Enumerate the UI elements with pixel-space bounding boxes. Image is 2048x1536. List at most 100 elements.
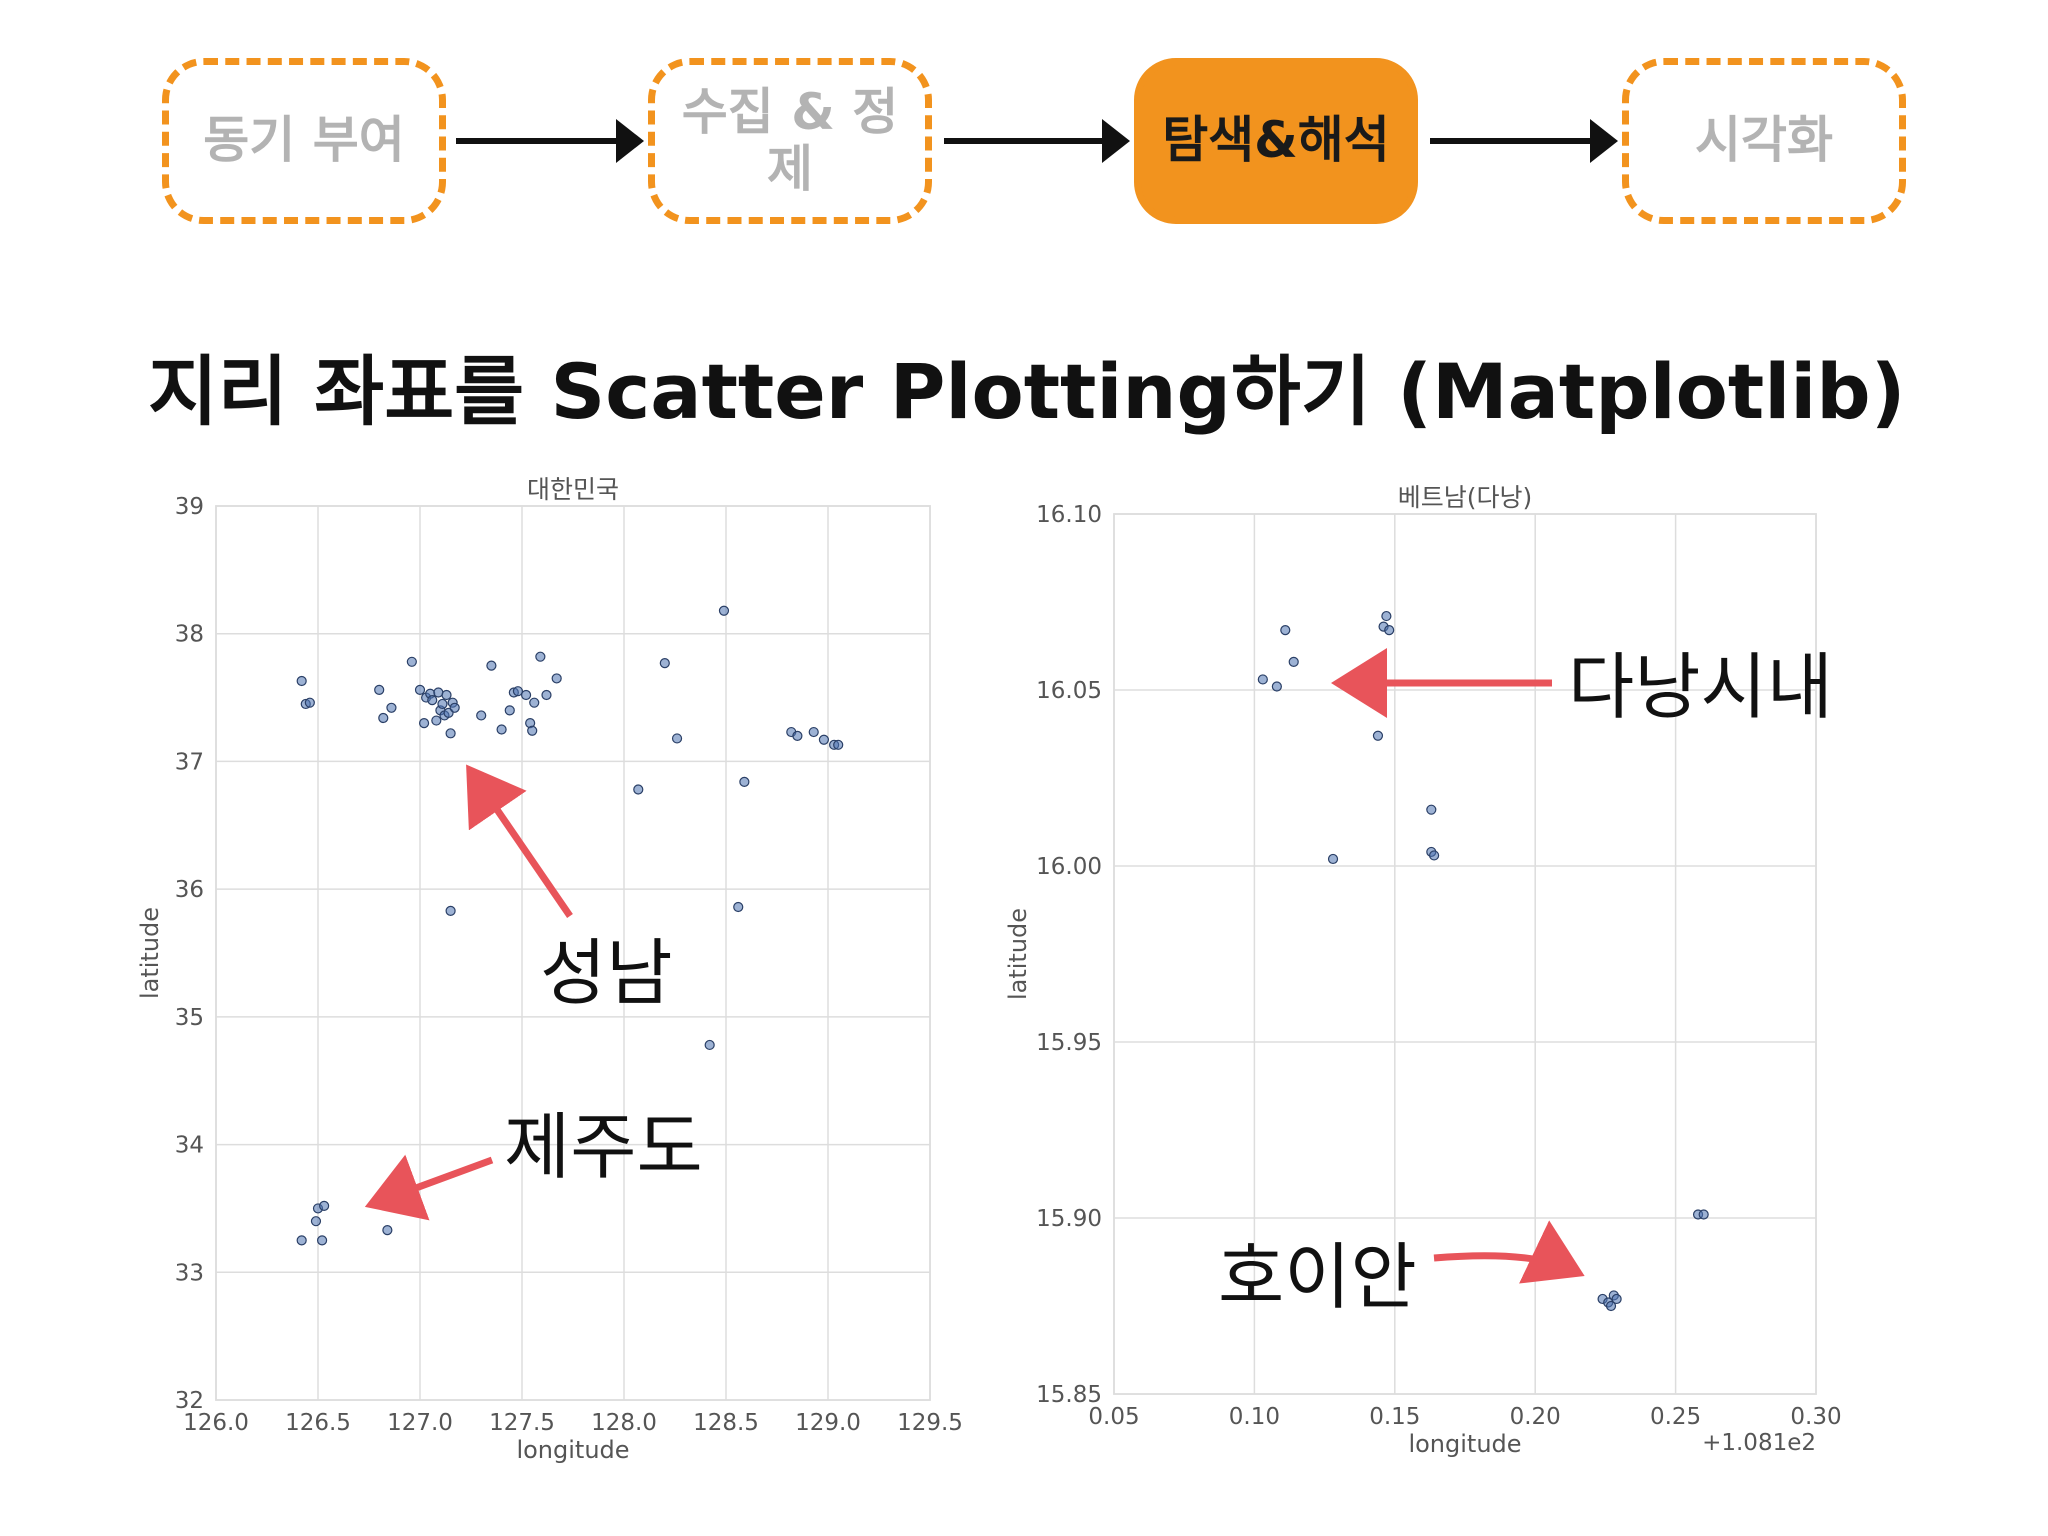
- y-tick-label: 16.05: [1036, 678, 1102, 704]
- chart-title: 대한민국: [527, 475, 619, 504]
- x-tick-label: 0.05: [1088, 1404, 1139, 1430]
- scatter-point: [316, 1235, 328, 1246]
- step-label: 동기 부여: [203, 111, 405, 170]
- scatter-point: [441, 689, 452, 701]
- scatter-point: [445, 905, 456, 916]
- x-offset-label: +1.081e2: [1702, 1430, 1816, 1456]
- scatter-point: [406, 656, 417, 667]
- scatter-point: [733, 901, 744, 913]
- scatter-point: [520, 689, 532, 701]
- scatter-point: [704, 1039, 715, 1051]
- y-tick-label: 32: [175, 1388, 204, 1414]
- scatter-point: [1381, 610, 1392, 622]
- step-label: 시각화: [1695, 111, 1833, 170]
- y-tick-label: 16.10: [1036, 502, 1102, 528]
- scatter-point: [319, 1200, 330, 1211]
- scatter-point: [304, 697, 315, 708]
- slide-title: 지리 좌표를 Scatter Plotting하기 (Matplotlib): [148, 347, 1906, 436]
- plot-area: [215, 505, 931, 1401]
- scatter-point: [414, 684, 426, 696]
- flow-arrow: [944, 119, 1130, 163]
- scatter-point: [541, 689, 552, 701]
- scatter-point: [486, 660, 497, 671]
- y-tick-label: 33: [175, 1260, 204, 1286]
- scatter-point: [512, 686, 524, 697]
- x-tick-label: 127.0: [387, 1410, 453, 1436]
- x-tick-label: 129.5: [897, 1410, 963, 1436]
- scatter-point: [818, 734, 830, 745]
- scatter-point: [496, 724, 507, 735]
- step-label: 탐색&해석: [1162, 111, 1390, 170]
- step-collect-clean: 수집 & 정제: [648, 58, 932, 224]
- scatter-point: [476, 710, 487, 721]
- y-tick-label: 37: [175, 749, 204, 775]
- scatter-point: [1605, 1300, 1617, 1312]
- scatter-point: [792, 730, 803, 741]
- y-axis-label: latitude: [136, 907, 164, 999]
- y-tick-label: 36: [175, 877, 204, 903]
- x-axis-label: longitude: [1408, 1430, 1521, 1458]
- x-tick-label: 0.10: [1229, 1404, 1280, 1430]
- scatter-point: [310, 1216, 322, 1227]
- scatter-point: [382, 1225, 393, 1236]
- scatter-point: [378, 712, 389, 724]
- scatter-point: [418, 718, 430, 729]
- scatter-point: [529, 697, 540, 708]
- x-tick-label: 127.5: [489, 1410, 555, 1436]
- scatter-point: [1372, 730, 1384, 741]
- step-label: 수집 & 정제: [681, 82, 899, 198]
- y-tick-label: 15.95: [1036, 1030, 1102, 1056]
- scatter-point: [427, 695, 438, 706]
- x-tick-label: 0.25: [1650, 1404, 1701, 1430]
- x-tick-label: 126.0: [183, 1410, 249, 1436]
- scatter-point: [718, 605, 730, 616]
- plot-area: [1113, 513, 1817, 1395]
- scatter-point: [431, 715, 442, 726]
- scatter-point: [449, 702, 460, 713]
- scatter-point: [1327, 853, 1339, 865]
- scatter-point: [374, 684, 385, 696]
- scatter-point: [1280, 625, 1291, 636]
- scatter-point: [527, 725, 538, 736]
- scatter-point: [1429, 850, 1440, 861]
- y-tick-label: 38: [175, 622, 204, 648]
- scatter-point: [1384, 625, 1395, 636]
- scatter-point: [296, 1235, 307, 1246]
- x-tick-label: 128.5: [693, 1410, 759, 1436]
- scatter-point: [296, 675, 307, 687]
- scatter-point: [808, 726, 819, 738]
- scatter-point: [1611, 1293, 1622, 1305]
- step-motivation: 동기 부여: [162, 58, 446, 224]
- scatter-point: [1426, 804, 1437, 815]
- scatter-point: [659, 657, 670, 669]
- x-axis-label: longitude: [516, 1436, 629, 1464]
- flow-arrow: [456, 119, 644, 163]
- scatter-point: [386, 702, 397, 713]
- scatter-point: [833, 739, 844, 750]
- step-visualize: 시각화: [1622, 58, 1906, 224]
- x-tick-label: 128.0: [591, 1410, 657, 1436]
- scatter-point: [671, 733, 683, 744]
- y-tick-label: 35: [175, 1005, 204, 1031]
- scatter-point: [504, 705, 515, 716]
- chart-title: 베트남(다낭): [1398, 483, 1533, 512]
- scatter-point: [739, 776, 750, 787]
- scatter-point: [1271, 681, 1282, 692]
- scatter-point: [535, 651, 546, 662]
- x-tick-label: 129.0: [795, 1410, 861, 1436]
- x-tick-label: 126.5: [285, 1410, 351, 1436]
- x-tick-label: 0.20: [1510, 1404, 1561, 1430]
- scatter-point: [445, 728, 456, 739]
- y-tick-label: 16.00: [1036, 854, 1102, 880]
- step-explore-interpret: 탐색&해석: [1134, 58, 1418, 224]
- scatter-point: [437, 698, 448, 710]
- x-tick-label: 0.30: [1790, 1404, 1841, 1430]
- flow-arrow: [1430, 119, 1618, 163]
- y-axis-label: latitude: [1004, 908, 1032, 1000]
- scatter-point: [1698, 1209, 1709, 1220]
- scatter-point: [1257, 674, 1268, 685]
- y-tick-label: 15.85: [1036, 1382, 1102, 1408]
- y-tick-label: 15.90: [1036, 1206, 1102, 1232]
- y-tick-label: 39: [175, 494, 204, 520]
